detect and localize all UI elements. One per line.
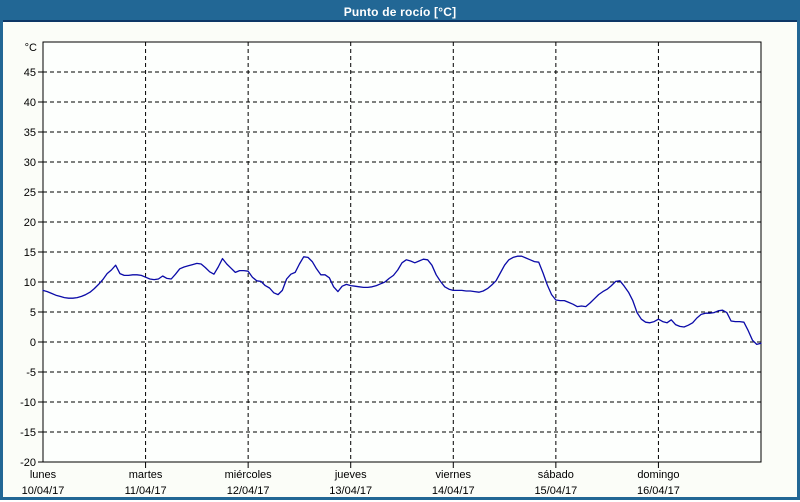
x-date-label: 13/04/17 [329,485,372,497]
title-bar: Punto de rocío [°C] [3,3,797,22]
x-day-label: martes [129,469,163,481]
y-tick-label: 35 [24,127,36,139]
y-tick-label: 45 [24,67,36,79]
x-date-label: 10/04/17 [22,485,65,497]
y-tick-label: -10 [20,397,36,409]
dew-point-chart: 45 40 35 30 25 20 15 10 5 0 -5 -10 -15 -20 °C lunes 10/0… [20,41,762,497]
y-tick-label: 40 [24,97,36,109]
chart-area: 45 40 35 30 25 20 15 10 5 0 -5 -10 -15 -20 °C lunes 10/0… [3,22,797,497]
y-tick-label: -20 [20,457,36,469]
y-tick-label: -15 [20,427,36,439]
x-date-label: 14/04/17 [432,485,475,497]
y-tick-label: 15 [24,247,36,259]
y-tick-label: 25 [24,187,36,199]
x-date-label: 12/04/17 [227,485,270,497]
y-axis-unit-label: °C [25,42,37,54]
x-day-label: domingo [637,469,679,481]
x-day-label: jueves [334,469,367,481]
x-date-label: 15/04/17 [534,485,577,497]
x-day-label: viernes [436,469,472,481]
y-tick-label: 30 [24,157,36,169]
x-day-label: miércoles [225,469,273,481]
chart-title: Punto de rocío [°C] [343,5,457,19]
y-tick-label: 20 [24,217,36,229]
x-day-label: lunes [30,469,57,481]
y-tick-label: 5 [30,307,36,319]
y-tick-label: 10 [24,277,36,289]
x-day-label: sábado [538,469,574,481]
y-tick-label: -5 [26,367,36,379]
x-date-label: 16/04/17 [637,485,680,497]
x-date-label: 11/04/17 [125,485,167,497]
y-tick-label: 0 [30,337,36,349]
dew-point-line [42,255,762,346]
